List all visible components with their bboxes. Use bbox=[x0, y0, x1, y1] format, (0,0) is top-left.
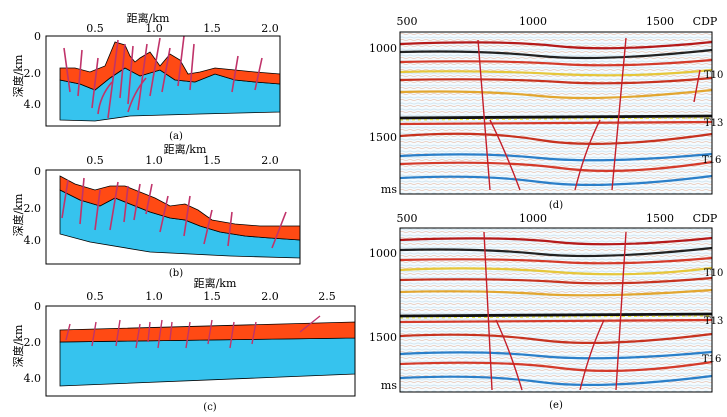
panel-b-caption: (b) bbox=[169, 268, 183, 279]
panel-b-ytick-2: 4.0 bbox=[24, 234, 42, 247]
panel-d-caption: (d) bbox=[549, 200, 563, 211]
panel-c-xtick-3: 2.0 bbox=[261, 290, 279, 303]
panel-e-ytick-1: 1500 bbox=[369, 331, 397, 344]
panel-b-ytick-0: 0 bbox=[34, 165, 41, 178]
panel-e-xtick-2: 1500 bbox=[646, 212, 674, 225]
panel-a-faults bbox=[63, 35, 263, 119]
panel-a-xtick-1: 1.0 bbox=[145, 22, 163, 35]
panel-c-ylabel: 深度/km bbox=[11, 324, 25, 367]
panel-a-xtick-2: 1.5 bbox=[203, 22, 221, 35]
panel-a-xtick-3: 2.0 bbox=[261, 22, 279, 35]
panel-b-xlabel: 距离/km bbox=[164, 142, 207, 156]
panel-d-xtick-1: 1000 bbox=[519, 15, 547, 28]
panel-e-yunit: ms bbox=[381, 379, 397, 392]
panel-e-horizon-1: T13 bbox=[704, 316, 723, 327]
panel-d-xunit: CDP bbox=[693, 15, 718, 28]
panel-e: 500 1000 1500 CDP 1000 1500 ms T10 T13 bbox=[369, 212, 723, 411]
panel-c-caption: (c) bbox=[203, 402, 217, 413]
panel-b-ylabel: 深度/km bbox=[11, 193, 25, 236]
panel-d-reflectors bbox=[399, 40, 713, 187]
panel-d-horizon-1: T13 bbox=[704, 118, 723, 129]
panel-b: 距离/km 0.5 1.0 1.5 2.0 0 2.0 4.0 深度/km (b… bbox=[11, 142, 301, 279]
panel-d-horizon-pick bbox=[399, 117, 713, 121]
panel-b-xtick-0: 0.5 bbox=[86, 154, 104, 167]
panel-e-caption: (e) bbox=[549, 400, 563, 411]
panel-d: 500 1000 1500 CDP 1000 1500 ms T10 bbox=[369, 15, 723, 211]
panel-c-ytick-2: 4.0 bbox=[24, 372, 42, 385]
panel-c-ytick-0: 0 bbox=[34, 300, 41, 313]
panel-b-frame bbox=[45, 169, 301, 265]
panel-a-xlabel: 距离/km bbox=[127, 11, 170, 25]
panel-c-frame bbox=[45, 305, 356, 397]
panel-a-frame bbox=[45, 35, 281, 127]
panel-a-ytick-1: 2.0 bbox=[24, 67, 42, 80]
panel-b-xtick-3: 2.0 bbox=[261, 154, 279, 167]
panel-e-faults bbox=[483, 231, 627, 391]
panel-e-xtick-0: 500 bbox=[397, 212, 418, 225]
panel-d-frame bbox=[399, 31, 713, 195]
panel-b-xtick-2: 1.5 bbox=[203, 154, 221, 167]
panel-d-xtick-2: 1500 bbox=[646, 15, 674, 28]
panel-e-xunit: CDP bbox=[693, 212, 718, 225]
panel-a-ytick-0: 0 bbox=[34, 30, 41, 43]
panel-d-horizon-0: T10 bbox=[704, 70, 723, 81]
panel-d-xtick-0: 500 bbox=[397, 15, 418, 28]
panel-e-horizon-pick bbox=[399, 315, 713, 319]
panel-c-xtick-4: 2.5 bbox=[318, 290, 336, 303]
panel-c-faults bbox=[65, 315, 321, 349]
panel-c: 距离/km 0.5 1.0 1.5 2.0 2.5 0 2.0 4.0 深度/k… bbox=[11, 276, 356, 413]
panel-d-ytick-0: 1000 bbox=[369, 42, 397, 55]
panel-a-ylabel: 深度/km bbox=[11, 54, 25, 97]
panel-b-faults bbox=[61, 177, 287, 249]
panel-a-caption: (a) bbox=[169, 131, 183, 142]
panel-e-horizon-0: T10 bbox=[704, 268, 723, 279]
panel-b-ytick-1: 2.0 bbox=[24, 202, 42, 215]
panel-a-xtick-0: 0.5 bbox=[86, 22, 104, 35]
panel-c-xtick-0: 0.5 bbox=[86, 290, 104, 303]
panel-d-ytick-1: 1500 bbox=[369, 131, 397, 144]
panel-c-basement bbox=[59, 337, 356, 387]
panel-c-sediment bbox=[59, 321, 356, 343]
panel-e-xtick-1: 1000 bbox=[519, 212, 547, 225]
panel-c-xlabel: 距离/km bbox=[194, 276, 237, 290]
panel-e-frame bbox=[399, 227, 713, 393]
panel-d-faults bbox=[477, 37, 701, 191]
panel-c-ytick-1: 2.0 bbox=[24, 336, 42, 349]
panel-b-xtick-1: 1.0 bbox=[145, 154, 163, 167]
panel-a: 距离/km 0.5 1.0 1.5 2.0 0 2.0 4.0 深度/km (a… bbox=[11, 11, 281, 142]
panel-d-yunit: ms bbox=[381, 183, 397, 196]
panel-c-xtick-2: 1.5 bbox=[203, 290, 221, 303]
panel-c-xtick-1: 1.0 bbox=[145, 290, 163, 303]
panel-e-ytick-0: 1000 bbox=[369, 247, 397, 260]
panel-a-ytick-2: 4.0 bbox=[24, 98, 42, 111]
panel-e-reflectors bbox=[399, 236, 713, 387]
